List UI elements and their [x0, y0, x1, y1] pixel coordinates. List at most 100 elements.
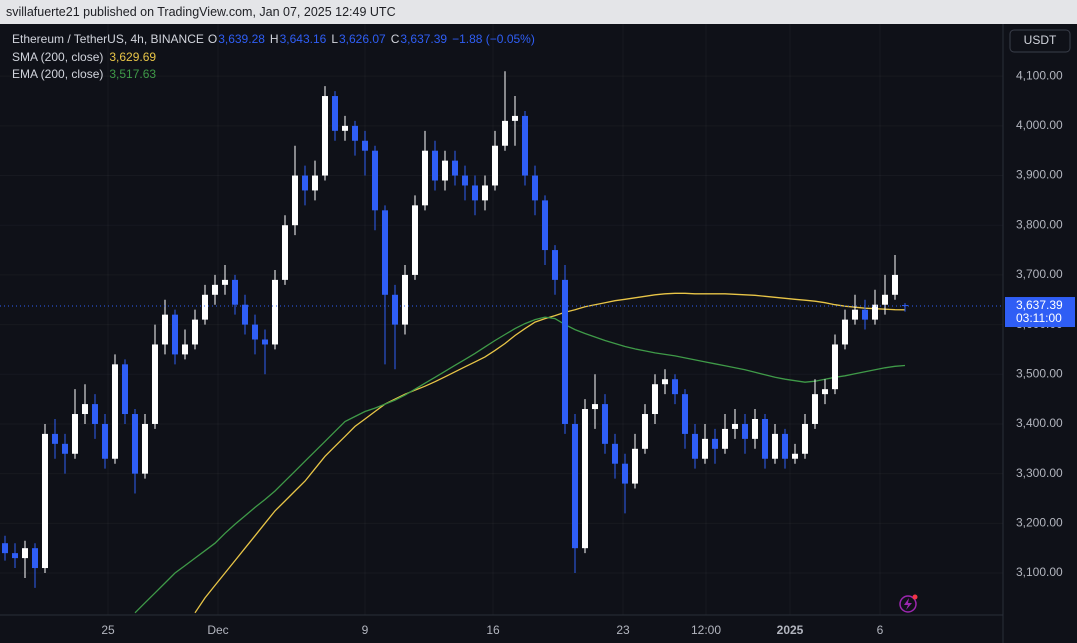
candle-body: [82, 404, 88, 415]
currency-box[interactable]: [1009, 29, 1071, 53]
last-price-label: 3,637.39: [1016, 298, 1063, 312]
candle-body: [462, 175, 468, 186]
indicator-name: EMA (200, close): [12, 67, 103, 81]
candle-body: [612, 443, 618, 464]
candle-body: [762, 418, 768, 459]
x-tick-label: 12:00: [691, 623, 721, 637]
candle-body: [432, 150, 438, 181]
candle-body: [92, 404, 98, 424]
candle-body: [72, 414, 78, 454]
change: −1.88 (−0.05%): [452, 32, 535, 46]
candle-body: [12, 553, 18, 559]
countdown: 03:11:00: [1016, 311, 1062, 325]
candle-body: [782, 433, 788, 459]
legend: Ethereum / TetherUS, 4h, BINANCE O 3,639.2…: [12, 32, 535, 81]
candle-body: [482, 185, 488, 201]
candle-body: [892, 274, 898, 295]
candle-body: [412, 205, 418, 275]
candle-body: [142, 423, 148, 474]
candle-body: [742, 423, 748, 439]
candle-body: [882, 294, 888, 305]
y-tick-label: 3,200.00: [1016, 516, 1063, 530]
y-tick-label: 3,500.00: [1016, 366, 1063, 380]
candle-body: [222, 279, 228, 285]
indicator-lines: [134, 292, 906, 614]
candle-body: [562, 279, 568, 424]
candles: [2, 71, 908, 588]
indicator-line: [134, 316, 906, 614]
candle-body: [472, 185, 478, 201]
candle-body: [2, 543, 8, 554]
candle-body: [282, 225, 288, 280]
ohlc-value: 3,639.28: [218, 32, 265, 46]
candle-body: [502, 120, 508, 146]
candle-body: [182, 344, 188, 355]
candle-body: [682, 394, 688, 434]
candle-body: [232, 279, 238, 305]
candle-body: [592, 404, 598, 410]
published-bar: svillafuerte21 published on TradingView.…: [0, 0, 1077, 24]
ohlc-value: 3,637.39: [400, 32, 447, 46]
candle-body: [832, 344, 838, 390]
candle-body: [822, 389, 828, 395]
alert-icon[interactable]: [899, 594, 918, 613]
y-tick-label: 3,400.00: [1016, 416, 1063, 430]
x-tick-label: 9: [362, 623, 369, 637]
candle-body: [752, 418, 758, 439]
candle-body: [212, 284, 218, 295]
x-tick-label: 23: [616, 623, 630, 637]
candle-body: [202, 294, 208, 320]
indicator-line: [194, 292, 906, 614]
candle-body: [322, 96, 328, 176]
candle-body: [382, 210, 388, 295]
x-tick-label: 16: [486, 623, 500, 637]
candle-body: [102, 423, 108, 459]
candle-body: [262, 339, 268, 345]
candle-body: [272, 279, 278, 345]
x-tick-label: 25: [101, 623, 115, 637]
candle-body: [512, 115, 518, 121]
candle-body: [162, 314, 168, 345]
candle-body: [642, 414, 648, 449]
candle-body: [602, 404, 608, 444]
candle-body: [122, 364, 128, 415]
candle-body: [192, 319, 198, 345]
candle-body: [172, 314, 178, 355]
icon-bolt: [904, 598, 912, 610]
candle-body: [352, 125, 358, 141]
x-tick-label: 6: [877, 623, 884, 637]
ohlc-key: O: [208, 32, 217, 46]
axes: 3,100.00 3,200.00 3,300.00 3,400.00 3,500.00…: [101, 68, 1075, 637]
x-tick-label: 2025: [777, 623, 804, 637]
candle-body: [772, 433, 778, 459]
candle-body: [792, 453, 798, 459]
candle-body: [842, 319, 848, 345]
candle-body: [52, 433, 58, 444]
candle-body: [802, 423, 808, 454]
y-tick-label: 3,100.00: [1016, 565, 1063, 579]
candle-body: [732, 423, 738, 429]
ohlc-value: 3,626.07: [339, 32, 386, 46]
icon-dot: [912, 594, 918, 600]
candle-body: [252, 324, 258, 340]
candle-body: [552, 250, 558, 280]
candle-body: [152, 344, 158, 424]
y-tick-label: 4,100.00: [1016, 68, 1063, 82]
candle-body: [402, 274, 408, 325]
indicator-value: 3,517.63: [109, 67, 156, 81]
candle-body: [332, 96, 338, 131]
candle-body: [492, 145, 498, 186]
y-tick-label: 3,700.00: [1016, 267, 1063, 281]
candle-body: [582, 409, 588, 549]
icon-ring: [899, 595, 917, 613]
y-tick-label: 3,300.00: [1016, 466, 1063, 480]
candle-body: [532, 175, 538, 201]
candle-body: [342, 125, 348, 131]
candle-body: [112, 364, 118, 459]
candle-body: [652, 384, 658, 415]
candle-body: [852, 309, 858, 320]
candle-body: [692, 433, 698, 459]
candle-body: [292, 175, 298, 226]
candle-body: [632, 448, 638, 484]
